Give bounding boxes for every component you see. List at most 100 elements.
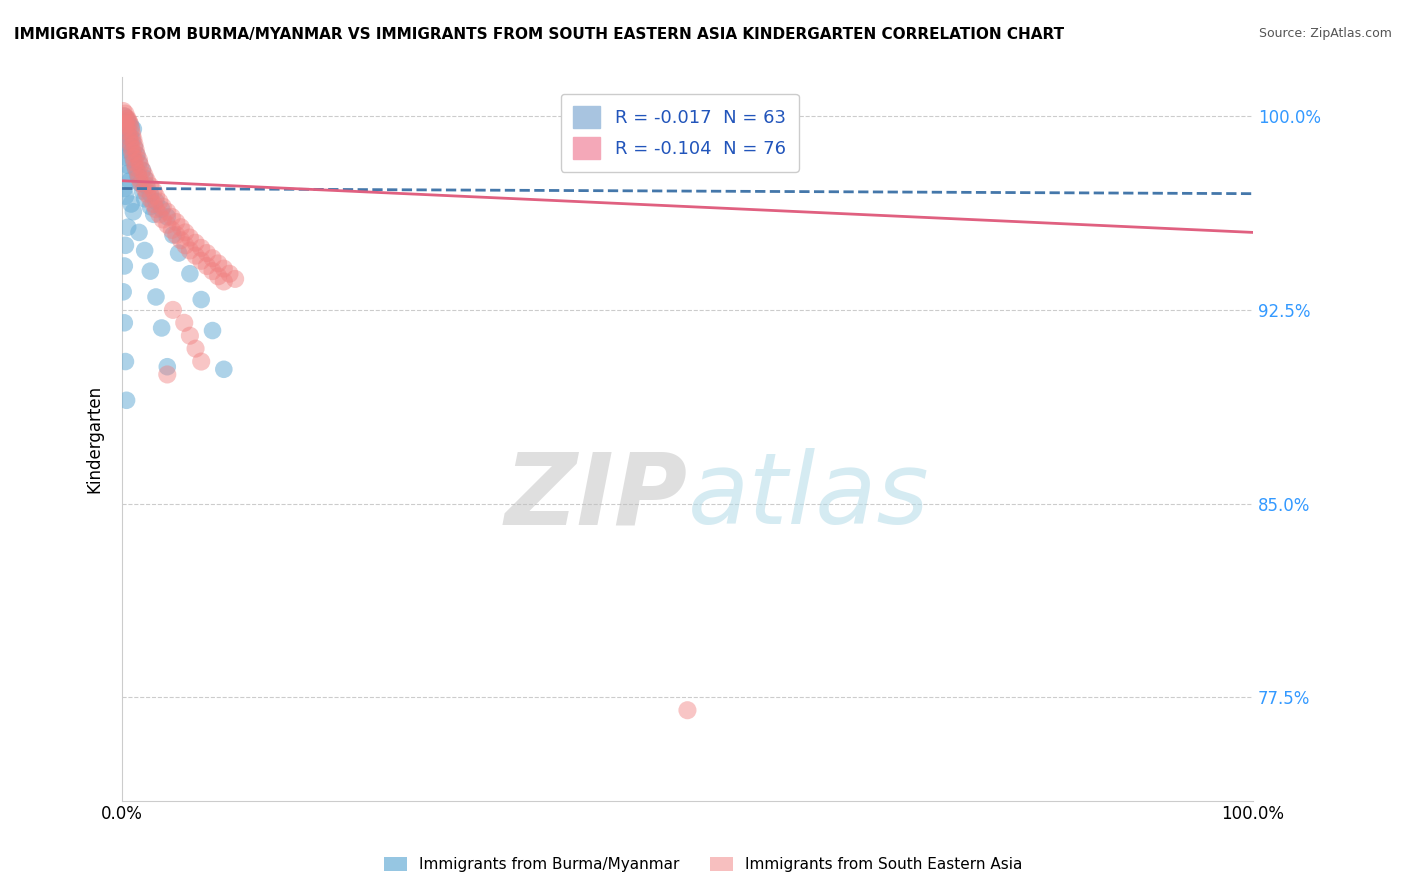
Point: [114, 189, 136, 203]
Point: [156, 359, 179, 374]
Point: [139, 178, 162, 193]
Point: [224, 272, 246, 286]
Point: [190, 241, 212, 255]
Point: [134, 181, 156, 195]
Point: [122, 122, 145, 136]
Point: [128, 153, 150, 167]
Point: [179, 328, 201, 343]
Point: [122, 204, 145, 219]
Point: [152, 212, 174, 227]
Point: [190, 293, 212, 307]
Point: [121, 145, 143, 160]
Point: [145, 290, 167, 304]
Point: [145, 189, 167, 203]
Y-axis label: Kindergarten: Kindergarten: [86, 385, 103, 493]
Point: [121, 128, 143, 142]
Point: [124, 161, 146, 175]
Point: [117, 125, 139, 139]
Point: [115, 125, 138, 139]
Point: [150, 202, 173, 216]
Point: [118, 174, 141, 188]
Point: [120, 140, 142, 154]
Point: [129, 177, 152, 191]
Point: [118, 114, 141, 128]
Point: [128, 155, 150, 169]
Point: [124, 140, 146, 154]
Point: [139, 186, 162, 201]
Point: [145, 194, 167, 209]
Point: [124, 161, 146, 175]
Point: [122, 151, 145, 165]
Point: [112, 120, 135, 134]
Point: [139, 200, 162, 214]
Point: [218, 267, 240, 281]
Point: [112, 114, 135, 128]
Point: [118, 166, 141, 180]
Point: [207, 256, 229, 270]
Point: [190, 354, 212, 368]
Legend: R = -0.017  N = 63, R = -0.104  N = 76: R = -0.017 N = 63, R = -0.104 N = 76: [561, 94, 799, 172]
Point: [112, 109, 135, 123]
Point: [167, 246, 190, 260]
Point: [117, 114, 139, 128]
Point: [117, 112, 139, 126]
Point: [156, 204, 179, 219]
Point: [212, 362, 235, 376]
Point: [134, 244, 156, 258]
Point: [117, 158, 139, 172]
Legend: Immigrants from Burma/Myanmar, Immigrants from South Eastern Asia: Immigrants from Burma/Myanmar, Immigrant…: [375, 849, 1031, 880]
Point: [134, 171, 156, 186]
Point: [120, 145, 142, 160]
Point: [127, 166, 149, 180]
Point: [131, 184, 153, 198]
Point: [128, 226, 150, 240]
Point: [165, 215, 187, 229]
Point: [131, 163, 153, 178]
Point: [115, 112, 138, 126]
Point: [174, 238, 197, 252]
Point: [162, 227, 184, 242]
Point: [152, 200, 174, 214]
Point: [142, 207, 165, 221]
Point: [676, 703, 699, 717]
Point: [207, 269, 229, 284]
Point: [128, 171, 150, 186]
Point: [114, 354, 136, 368]
Point: [112, 259, 135, 273]
Point: [134, 192, 156, 206]
Point: [201, 324, 224, 338]
Point: [112, 285, 135, 299]
Point: [115, 151, 138, 165]
Point: [115, 393, 138, 408]
Point: [121, 132, 143, 146]
Point: [148, 194, 170, 209]
Point: [142, 197, 165, 211]
Point: [115, 112, 138, 126]
Point: [114, 117, 136, 131]
Point: [139, 264, 162, 278]
Point: [112, 316, 135, 330]
Point: [120, 120, 142, 134]
Point: [124, 137, 146, 152]
Point: [122, 153, 145, 167]
Point: [184, 235, 207, 250]
Point: [112, 103, 135, 118]
Point: [179, 267, 201, 281]
Point: [117, 128, 139, 142]
Point: [212, 275, 235, 289]
Point: [201, 252, 224, 266]
Point: [125, 148, 148, 162]
Point: [136, 178, 159, 193]
Point: [184, 342, 207, 356]
Point: [114, 238, 136, 252]
Point: [118, 135, 141, 149]
Point: [125, 148, 148, 162]
Point: [118, 129, 141, 144]
Text: Source: ZipAtlas.com: Source: ZipAtlas.com: [1258, 27, 1392, 40]
Text: ZIP: ZIP: [505, 449, 688, 545]
Text: IMMIGRANTS FROM BURMA/MYANMAR VS IMMIGRANTS FROM SOUTH EASTERN ASIA KINDERGARTEN: IMMIGRANTS FROM BURMA/MYANMAR VS IMMIGRA…: [14, 27, 1064, 42]
Point: [174, 226, 197, 240]
Point: [112, 109, 135, 123]
Point: [124, 155, 146, 169]
Point: [129, 158, 152, 172]
